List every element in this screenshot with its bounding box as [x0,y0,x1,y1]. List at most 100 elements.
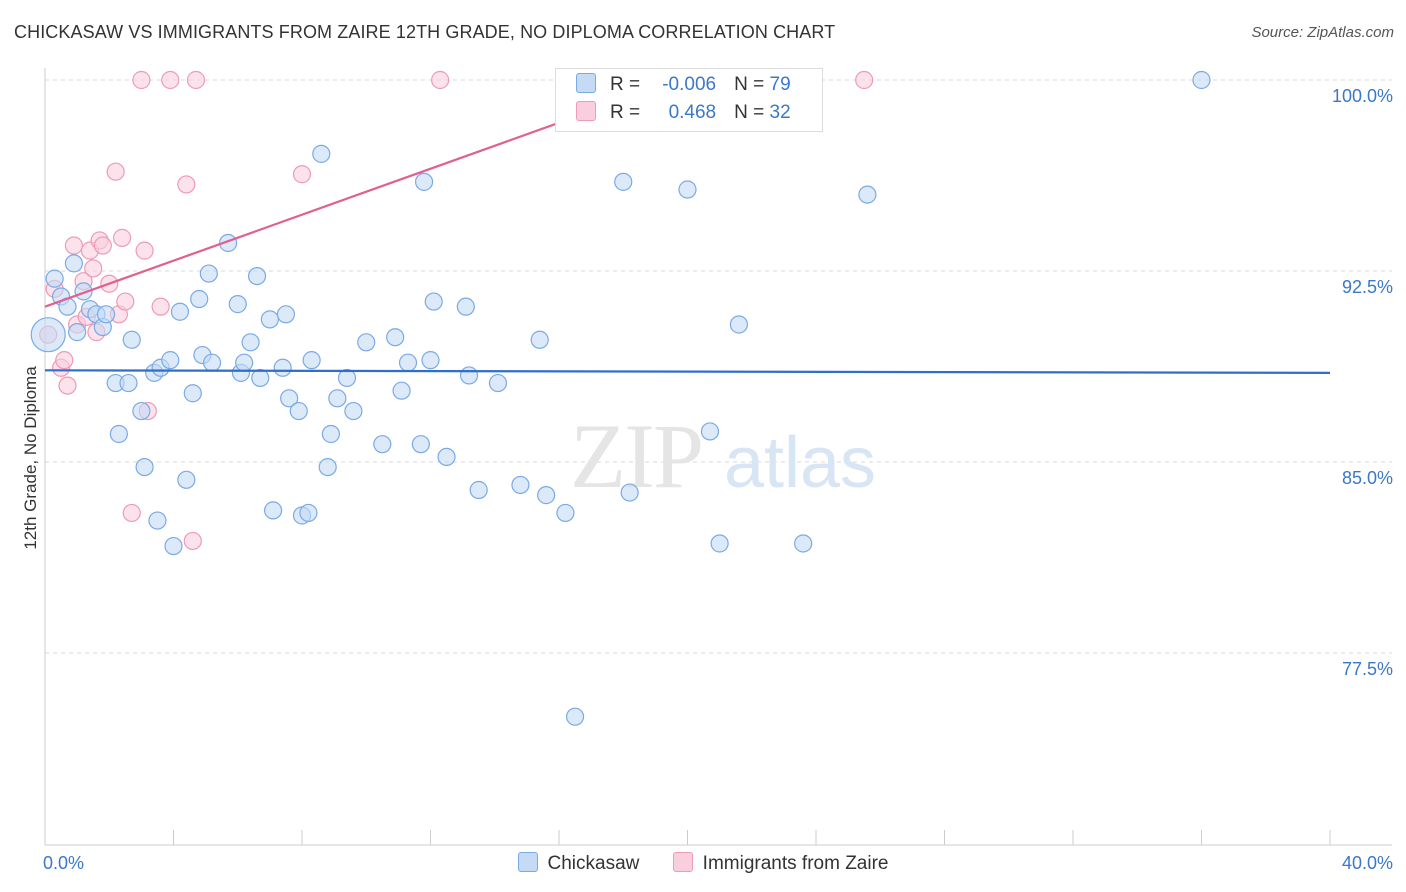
chickasaw-point [228,295,247,314]
zaire-point [58,376,77,395]
grid-layer [45,79,1392,654]
chickasaw-point [122,330,141,349]
x-tick-label: 40.0% [1342,853,1393,873]
chickasaw-point [469,480,488,500]
legend-n-label: N = [734,102,765,123]
chickasaw-point [511,475,530,495]
zaire-point [122,503,141,523]
zaire-point [135,241,154,260]
chickasaw-point [614,172,633,191]
source-label: Source: ZipAtlas.com [1251,24,1394,41]
chickasaw-point [565,707,585,726]
zaire-point [116,292,135,311]
chickasaw-point [729,315,749,334]
chickasaw-point [678,180,697,199]
chickasaw-point [437,447,456,467]
legend-n-label: N = [734,74,765,95]
chickasaw-point [96,305,116,324]
chickasaw-point [537,486,556,505]
zaire-point [183,531,202,551]
chickasaw-point [424,292,443,311]
chickasaw-point [177,470,196,489]
chickasaw-point [263,501,283,520]
chart-title: CHICKASAW VS IMMIGRANTS FROM ZAIRE 12TH … [14,22,836,42]
zaire-point [151,297,170,316]
legend-swatch-chickasaw [517,852,538,872]
chickasaw-point [280,389,299,408]
legend-swatch-zaire [672,852,693,872]
zaire-point [112,228,132,247]
legend-item-chickasaw[interactable]: Chickasaw [517,852,640,875]
zaire-point [84,259,103,278]
chickasaw-point [373,435,392,454]
chickasaw-point [421,351,440,370]
watermark-atlas: atlas [724,423,876,503]
chickasaw-point [398,353,418,372]
chickasaw-point [276,305,296,324]
chickasaw-point [556,503,575,523]
chickasaw-point [68,323,87,342]
y-tick-label: 100.0% [1332,86,1393,106]
chickasaw-point [64,254,84,273]
chickasaw-trend-line [44,369,1331,374]
chickasaw-point [183,384,202,403]
zaire-point [177,175,196,194]
legend-label-chickasaw: Chickasaw [547,853,640,874]
chickasaw-point [45,269,64,288]
chickasaw-point [700,422,720,441]
x-tick-label: 0.0% [43,853,84,873]
chickasaw-point [119,373,138,393]
zaire-point [106,162,125,181]
chickasaw-point [321,424,341,444]
chickasaw-point [344,401,363,421]
chickasaw-point [247,266,267,286]
chickasaw-point [299,503,318,523]
legend-swatch-zaire [576,101,596,121]
legend-row-zaire: R = 0.468 N = 32 [576,101,791,127]
y-tick-label: 85.0% [1342,468,1393,488]
chickasaw-point [488,373,508,393]
chickasaw-point [328,389,347,408]
zaire-point [55,351,74,370]
chickasaw-point [459,366,479,385]
chickasaw-point [170,302,190,321]
chickasaw-point [273,358,292,377]
chickasaw-point [411,435,430,454]
zaire-point [93,236,112,255]
chickasaw-point [312,144,331,163]
legend-r-label: R = [610,102,641,123]
zaire-point [186,70,206,90]
chickasaw-point [135,457,154,477]
chickasaw-point [74,282,93,301]
chickasaw-point [109,424,128,444]
legend-swatch-chickasaw [576,73,596,93]
legend-item-zaire[interactable]: Immigrants from Zaire [672,852,889,875]
legend-label-zaire: Immigrants from Zaire [702,853,889,874]
chickasaw-point [289,401,308,421]
zaire-point [132,70,151,90]
axis-layer [44,68,1392,846]
chickasaw-point [241,333,260,352]
chickasaw-point [202,353,222,372]
chickasaw-point [318,457,337,477]
chickasaw-point [456,297,475,316]
chickasaw-point [414,172,434,191]
chickasaw-point [302,351,321,370]
chickasaw-point [337,368,357,388]
chickasaw-point [710,534,729,553]
legend-row-chickasaw: R = -0.006 N = 79 [576,73,791,99]
zaire-point [292,165,312,184]
zaire-point [855,70,874,90]
legend-r-value: -0.006 [662,74,717,95]
chickasaw-point [392,381,411,400]
chickasaw-point [132,401,151,421]
chickasaw-point [794,534,813,553]
watermark: ZIP atlas [570,405,876,507]
y-tick-label: 77.5% [1342,659,1393,679]
chickasaw-point [620,483,639,502]
chickasaw-point [251,368,270,388]
zaire-point [161,70,180,90]
bottom-legend: Chickasaw Immigrants from Zaire [0,852,1406,875]
legend-box: R = -0.006 N = 79 R = 0.468 N = 32 [555,68,823,132]
